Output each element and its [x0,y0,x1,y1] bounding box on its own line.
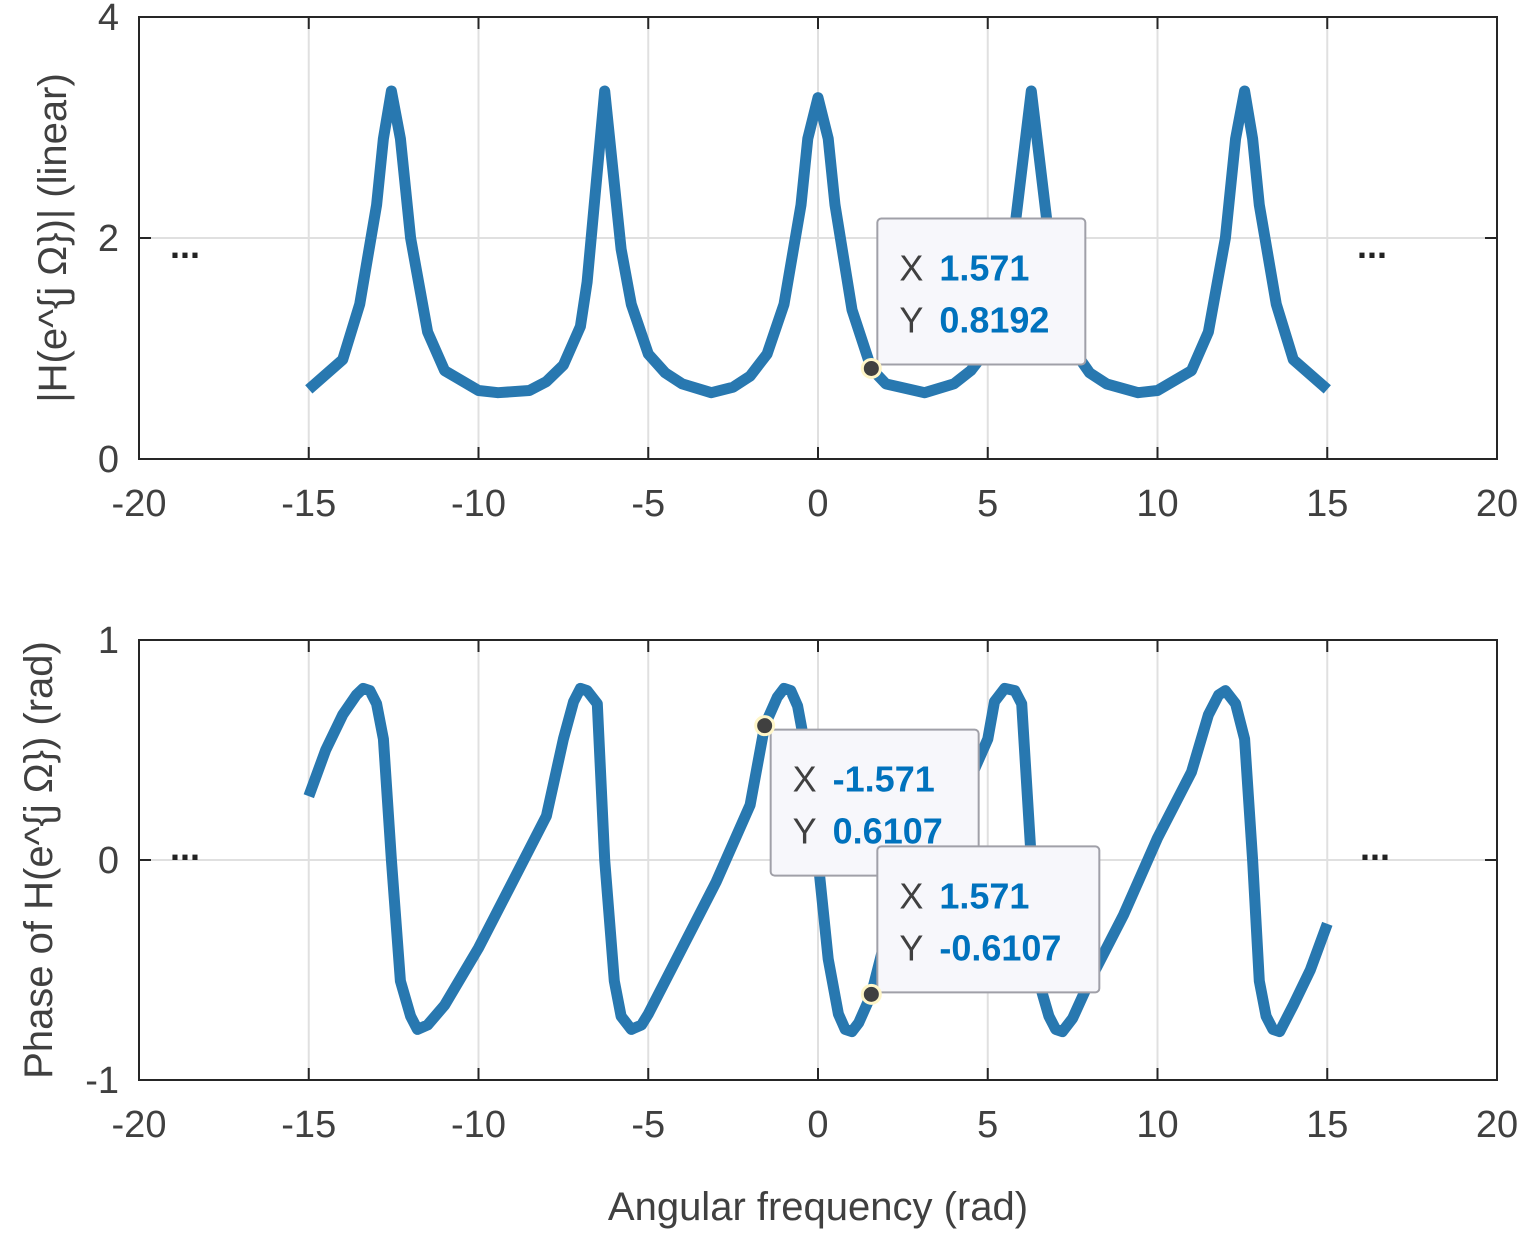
x-axis-label: Angular frequency (rad) [608,1185,1028,1229]
magnitude-x-tick-label: 20 [1476,483,1518,525]
magnitude-x-tick-label: -10 [451,483,506,525]
datatip-x-value: 1.571 [939,247,1029,288]
phase-axes: -20 -15 -10 -5 0 5 10 15 20 -101 ... ... Phase o… [17,620,1518,1229]
phase-y-tick-label: -1 [85,1060,119,1102]
phase-datatip-marker [754,715,776,737]
phase-x-tick-label: -20 [112,1104,167,1146]
phase-y-tick-label: 0 [98,840,119,882]
datatip-y-value: -0.6107 [939,927,1061,968]
phase-y-tick-labels: -1 0 1 [85,620,119,1102]
phase-tick-marks [138,639,1498,1081]
magnitude-x-tick-labels: -20 -15 -10 -5 0 5 10 15 20 [112,483,1519,525]
phase-x-tick-label: 0 [807,1104,828,1146]
magnitude-datatip: X 1.571 Y 0.8192 [860,217,1087,379]
datatip-x-value: -1.571 [833,759,935,800]
phase-x-tick-label: 15 [1306,1104,1348,1146]
phase-datatip-marker [860,983,882,1005]
phase-x-tick-label: 10 [1136,1104,1178,1146]
magnitude-tick-marks [138,16,1498,460]
magnitude-x-tick-label: -15 [281,483,336,525]
magnitude-ellipsis-right: ... [1357,225,1387,266]
phase-y-axis-label: Phase of H(e^{j Ω}) (rad) [17,641,61,1079]
magnitude-y-tick-labels: 0 2 4 [98,0,119,481]
phase-datatip: X -1.571 Y 0.6107 [754,715,980,877]
magnitude-ellipsis-left: ... [170,225,200,266]
phase-ellipsis-right: ... [1360,827,1390,868]
phase-y-tick-label: 1 [98,620,119,662]
datatip-x-value: 1.571 [939,875,1029,916]
phase-datatip-box [769,728,980,877]
phase-datatip-box [876,845,1101,994]
magnitude-axes: -20 -15 -10 -5 0 5 10 15 20 0 2 4 ... ... |H(e^{j … [31,0,1518,525]
magnitude-x-tick-label: 10 [1136,483,1178,525]
phase-x-tick-label: 20 [1476,1104,1518,1146]
magnitude-series-path [305,85,1331,399]
datatip-x-key: X [899,875,923,916]
magnitude-x-tick-label: -20 [112,483,167,525]
datatip-y-value: 0.8192 [939,299,1049,340]
datatip-y-key: Y [899,299,923,340]
datatip-x-key: X [793,759,817,800]
phase-x-tick-label: 5 [977,1104,998,1146]
phase-x-tick-label: -15 [281,1104,336,1146]
magnitude-x-tick-label: -5 [631,483,665,525]
phase-datatips: X -1.571 Y 0.6107 X 1.571 Y -0.6107 [754,715,1101,1005]
magnitude-datatip-box [876,217,1087,366]
datatip-y-value: 0.6107 [833,811,943,852]
phase-x-tick-label: -5 [631,1104,665,1146]
magnitude-datatip-marker [860,357,882,379]
magnitude-y-tick-label: 0 [98,439,119,481]
magnitude-series-line [305,85,1331,399]
magnitude-y-tick-label: 2 [98,218,119,260]
magnitude-y-tick-label: 4 [98,0,119,39]
datatip-x-key: X [899,247,923,288]
magnitude-x-tick-label: 0 [807,483,828,525]
magnitude-y-axis-label: |H(e^{j Ω})| (linear) [31,73,75,403]
phase-x-tick-label: -10 [451,1104,506,1146]
magnitude-datatips: X 1.571 Y 0.8192 [860,217,1087,379]
phase-x-tick-labels: -20 -15 -10 -5 0 5 10 15 20 [112,1104,1519,1146]
datatip-y-key: Y [899,927,923,968]
phase-ellipsis-left: ... [170,827,200,868]
magnitude-x-tick-label: 5 [977,483,998,525]
magnitude-x-tick-label: 15 [1306,483,1348,525]
datatip-y-key: Y [793,811,817,852]
phase-datatip: X 1.571 Y -0.6107 [860,845,1101,1005]
